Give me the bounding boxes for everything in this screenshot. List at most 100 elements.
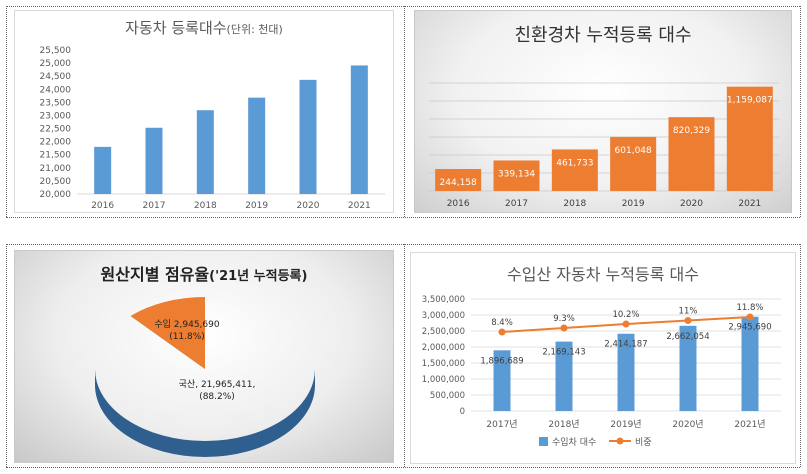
bar	[493, 350, 511, 411]
x-tick-label: 2019	[622, 199, 645, 209]
data-label: 461,733	[556, 158, 593, 168]
x-tick-label: 2016	[447, 199, 470, 209]
data-label: 244,158	[440, 178, 477, 188]
y-tick-label: 3,500,000	[422, 295, 465, 305]
legend-swatch-marker	[616, 437, 624, 445]
y-tick-label: 24,000	[40, 85, 72, 95]
chart2-title: 친환경차 누적등록 대수	[514, 25, 692, 46]
bar-data-label: 1,896,689	[480, 356, 523, 366]
y-tick-label: 20,500	[40, 177, 72, 187]
pie-label-domestic: 국산, 21,965,411,	[179, 379, 256, 390]
ratio-data-label: 8.4%	[491, 318, 513, 328]
data-label: 601,048	[615, 146, 652, 156]
bar	[299, 79, 317, 194]
frame-mid-bottom	[6, 244, 800, 245]
chart4-title: 수입산 자동차 누적등록 대수	[507, 265, 699, 284]
y-tick-label: 2,500,000	[422, 327, 465, 337]
chart1-plot: 20,000 20,500 21,000 21,500 22,000 22,500 23,0…	[40, 46, 385, 211]
frame-left-bottom	[6, 244, 7, 467]
chart3-title-main: 원산지별 점유율	[100, 265, 210, 284]
bar	[196, 110, 214, 194]
x-tick-label: 2016	[91, 201, 114, 211]
bar-data-label: 2,945,690	[728, 323, 771, 333]
chart-vehicle-registrations: 자동차 등록대수(단위: 천대) 20,000 20,500 21,000 21,50…	[14, 10, 394, 213]
bar	[668, 117, 715, 191]
bar	[555, 341, 573, 411]
x-tick-label: 2020	[680, 199, 703, 209]
pie-label-domestic-pct: (88.2%)	[199, 392, 235, 402]
y-tick-label: 2,000,000	[422, 343, 465, 353]
chart3-title: 원산지별 점유율('21년 누적등록)	[15, 261, 393, 285]
y-tick-label: 22,000	[40, 138, 72, 148]
y-tick-label: 21,000	[40, 164, 72, 174]
ratio-data-label: 11.8%	[736, 303, 763, 313]
pie-label-imported: 수입 2,945,690	[154, 318, 219, 330]
bar-data-label: 2,414,187	[604, 340, 647, 350]
x-tick-label: 2020년	[672, 419, 703, 430]
ratio-point	[746, 313, 754, 321]
y-tick-label: 500,000	[430, 391, 465, 401]
pie-side-domestic	[95, 369, 315, 457]
data-label: 820,329	[673, 126, 710, 136]
pie-label-imported-pct: (11.8%)	[169, 332, 205, 342]
ratio-data-label: 10.2%	[612, 310, 639, 320]
frame-center-top	[404, 6, 405, 217]
frame-left-top	[6, 6, 7, 217]
bar	[493, 160, 540, 191]
bar	[741, 316, 759, 411]
frame-right-bottom	[800, 244, 801, 467]
chart-eco-vehicles: 친환경차 누적등록 대수 244,158 2016 339,134 2017 461,7…	[414, 10, 792, 213]
bar	[726, 86, 773, 191]
frame-right-top	[800, 6, 801, 217]
x-tick-label: 2021	[738, 199, 761, 209]
chart3-plot: 수입 2,945,690 (11.8%) 국산, 21,965,411, (88.2%…	[95, 297, 315, 457]
ratio-data-label: 9.3%	[553, 314, 575, 324]
chart1-title: 자동차 등록대수(단위: 천대)	[15, 17, 393, 38]
y-tick-label: 1,000,000	[422, 375, 465, 385]
x-tick-label: 2019	[245, 201, 268, 211]
x-tick-label: 2017	[505, 199, 528, 209]
chart2-plot: 244,158 2016 339,134 2017 461,733 2018 601,048…	[429, 82, 779, 209]
x-tick-label: 2021년	[734, 419, 765, 430]
ratio-point	[498, 328, 506, 336]
frame-bottom	[6, 467, 800, 468]
bar	[610, 136, 657, 191]
bar	[617, 333, 635, 411]
bar	[679, 325, 697, 411]
bar	[435, 169, 482, 191]
data-label: 1,159,087	[727, 96, 773, 106]
pie-slice-imported	[130, 297, 205, 369]
bar-data-label: 2,169,143	[542, 348, 585, 358]
chart3-title-suffix: ('21년 누적등록)	[209, 269, 308, 284]
bar	[94, 146, 112, 194]
y-tick-label: 0	[460, 407, 465, 417]
x-tick-label: 2017	[143, 201, 166, 211]
x-tick-label: 2020	[297, 201, 320, 211]
chart1-title-unit: (단위: 천대)	[226, 23, 283, 36]
bar	[248, 97, 266, 194]
chart4-plot: 0 500,000 1,000,000 1,500,000 2,000,000 2,500…	[422, 295, 781, 448]
bar	[145, 127, 163, 194]
legend-label-bars: 수입차 대수	[552, 436, 596, 448]
y-tick-label: 1,500,000	[422, 359, 465, 369]
bar	[551, 149, 598, 191]
chart-origin-share: 원산지별 점유율('21년 누적등록) 수입 2,945,690 (11.8%) 국…	[14, 250, 394, 463]
chart1-title-main: 자동차 등록대수	[125, 19, 227, 37]
y-tick-label: 21,500	[40, 151, 72, 161]
ratio-point	[560, 324, 568, 332]
ratio-point	[622, 320, 630, 328]
ratio-point	[684, 317, 692, 325]
bar	[350, 65, 368, 195]
x-tick-label: 2021	[348, 201, 371, 211]
frame-mid-top	[6, 217, 800, 218]
legend-swatch-bars	[539, 437, 548, 446]
ratio-data-label: 11%	[679, 307, 698, 317]
frame-center-bottom	[404, 244, 405, 467]
x-tick-label: 2017년	[486, 419, 517, 430]
y-tick-label: 25,500	[40, 46, 72, 56]
x-tick-label: 2018	[194, 201, 217, 211]
y-tick-label: 25,000	[40, 59, 72, 69]
y-tick-label: 3,000,000	[422, 311, 465, 321]
chart-imported-vehicles: 수입산 자동차 누적등록 대수 0 500,000 1,000,000 1,500,0…	[410, 252, 796, 464]
legend-label-line: 비중	[635, 437, 652, 448]
